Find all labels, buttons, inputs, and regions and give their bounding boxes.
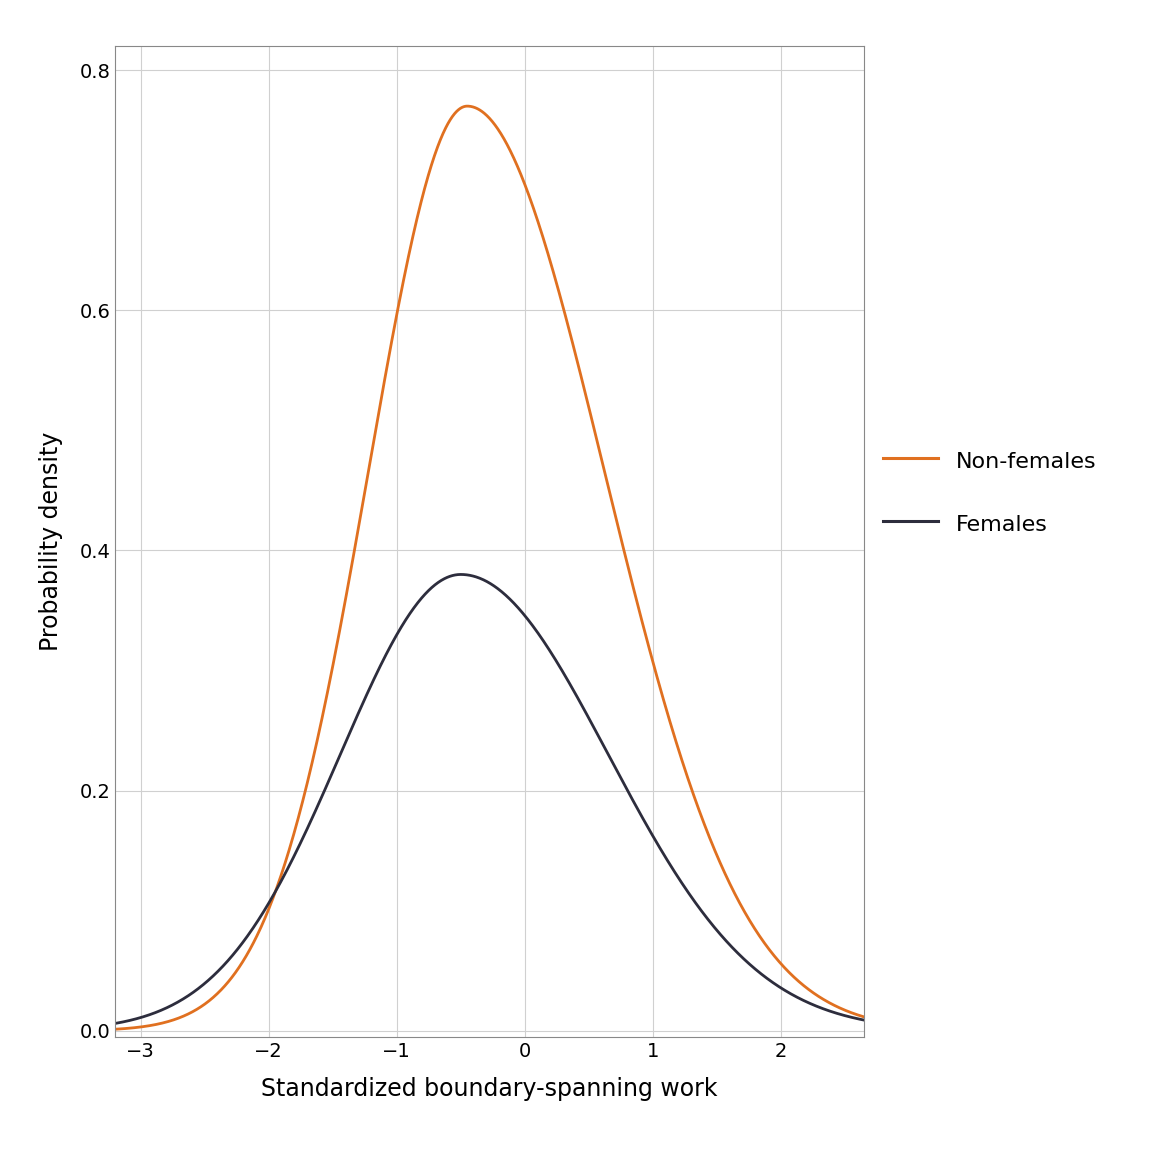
Y-axis label: Probability density: Probability density: [39, 432, 63, 651]
Legend: Non-females, Females: Non-females, Females: [882, 449, 1097, 535]
X-axis label: Standardized boundary-spanning work: Standardized boundary-spanning work: [262, 1077, 718, 1101]
